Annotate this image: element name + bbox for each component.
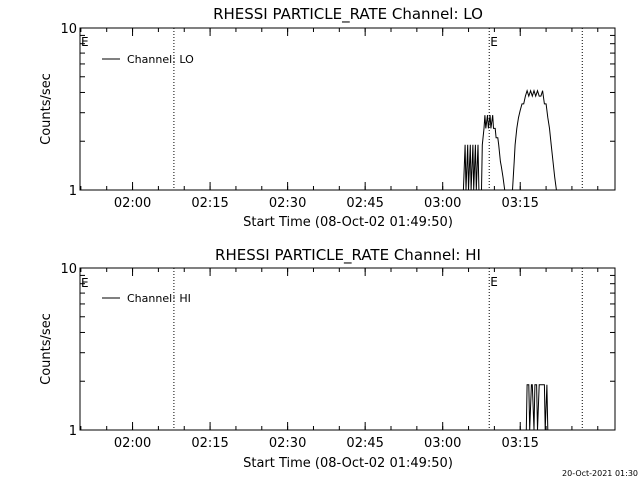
series-group [80,384,614,431]
legend-label: Channel: LO [127,53,194,66]
x-tick-label: 03:00 [424,196,461,211]
event-marker-label: E [490,275,498,289]
footer-timestamp: 20-Oct-2021 01:30 [562,469,638,478]
y-tick-label: 10 [60,22,77,37]
x-axis-label: Start Time (08-Oct-02 01:49:50) [243,215,453,230]
legend: Channel: LO [102,53,194,66]
series-group [80,89,614,191]
legend: Channel: HI [102,292,191,305]
x-axis-label: Start Time (08-Oct-02 01:49:50) [243,456,453,471]
y-axis-ticks: 1 10 [60,22,615,199]
corner-e-label: E [81,276,89,290]
legend-label: Channel: HI [127,292,191,305]
event-marker-label: E [490,35,498,49]
x-tick-label: 02:15 [191,436,228,451]
x-tick-label: 02:45 [346,436,383,451]
panel-hi: RHESSI PARTICLE_RATE Channel: HI E 02:00… [39,246,616,471]
x-tick-label: 02:15 [191,196,228,211]
x-tick-label: 02:30 [269,196,306,211]
chart-title: RHESSI PARTICLE_RATE Channel: LO [213,5,483,24]
x-tick-label: 02:30 [269,436,306,451]
x-axis-ticks: 02:00 02:15 02:30 02:45 03:00 03:15 [80,268,599,451]
x-axis-ticks: 02:00 02:15 02:30 02:45 03:00 03:15 [80,28,599,211]
x-tick-label: 03:00 [424,436,461,451]
y-axis-label: Counts/sec [39,73,54,145]
x-tick-label: 03:15 [501,436,538,451]
x-tick-label: 02:45 [346,196,383,211]
y-tick-label: 10 [60,262,77,277]
event-markers: E [173,268,583,430]
series-line [80,89,614,191]
y-tick-label: 1 [69,424,77,439]
x-tick-label: 02:00 [114,436,151,451]
chart-title: RHESSI PARTICLE_RATE Channel: HI [215,246,481,265]
series-line [80,384,614,431]
panel-lo: RHESSI PARTICLE_RATE Channel: LO E 02:00… [39,5,616,230]
y-axis-ticks: 1 10 [60,262,615,439]
y-tick-label: 1 [69,184,77,199]
corner-e-label: E [81,35,89,49]
x-tick-label: 02:00 [114,196,151,211]
event-markers: E [173,28,583,190]
y-axis-label: Counts/sec [39,313,54,385]
x-tick-label: 03:15 [501,196,538,211]
